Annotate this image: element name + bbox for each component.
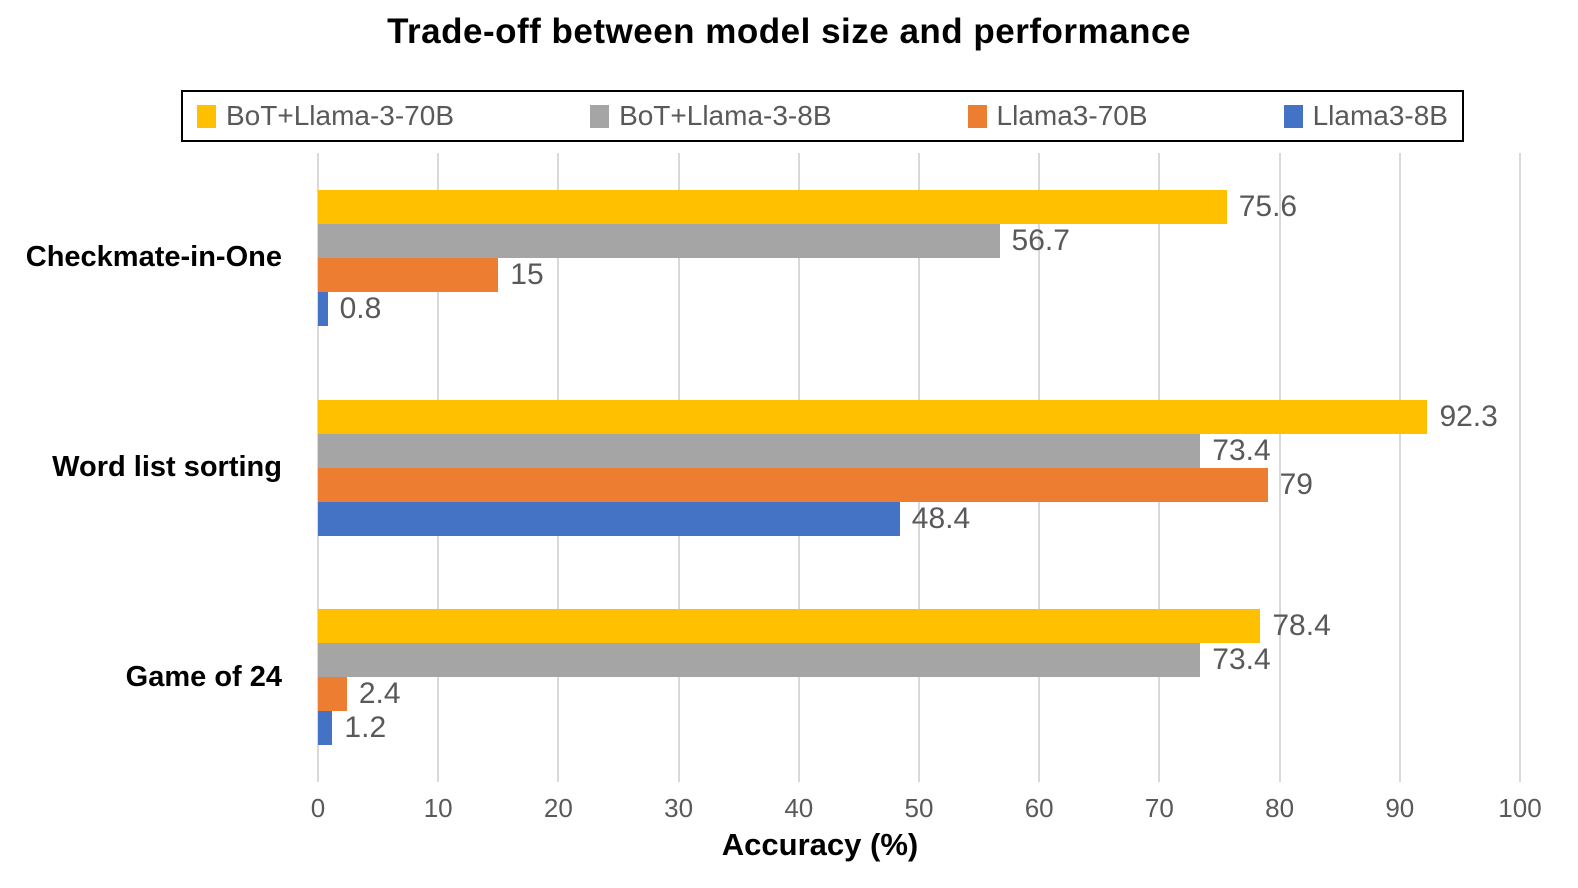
legend-swatch [1283,104,1303,128]
legend-swatch [967,104,987,128]
x-tick-label: 80 [1265,793,1295,823]
value-label: 48.4 [911,501,971,535]
value-label: 75.6 [1238,189,1298,223]
x-axis-title: Accuracy (%) [721,827,919,862]
bar-group: 75.6 56.7 15 0.8 [318,153,1520,363]
category-label: Word list sorting [52,451,282,483]
x-tick-label: 70 [1144,793,1174,823]
bar: 56.7 [318,223,1070,258]
x-tick-label: 30 [664,793,694,823]
bar: 15 [318,257,544,292]
bar: 48.4 [318,501,970,536]
x-tick-label: 40 [784,793,814,823]
x-tick-label: 0 [310,793,326,823]
legend-swatch [590,104,610,128]
plot-area: 75.6 56.7 15 0.8 92.3 73.4 79 48.4 78.4 73.4 2.4 1.… [317,153,1521,782]
bar-group: 92.3 73.4 79 48.4 [318,363,1520,573]
bar-group: 78.4 73.4 2.4 1.2 [318,572,1520,782]
bar: 92.3 [318,399,1498,434]
x-tick-label: 100 [1498,793,1542,823]
category-label: Game of 24 [125,660,282,693]
value-label: 56.7 [1011,223,1070,257]
x-tick-label: 50 [904,793,934,823]
chart-title: Trade-off between model size and perform… [387,12,1191,51]
x-tick-label: 20 [543,793,573,823]
x-tick-label: 60 [1024,793,1054,823]
value-label: 15 [510,257,544,291]
bar-rows: 75.6 56.7 15 0.8 92.3 73.4 79 48.4 78.4 73.4 2.4 1.… [318,153,1520,782]
legend-item: BoT+Llama-3-70B [197,100,454,132]
gridline [1398,153,1401,782]
legend: BoT+Llama-3-70B BoT+Llama-3-8B Llama3-70B L… [181,90,1464,142]
legend-label: Llama3-70B [996,100,1148,131]
bar: 2.4 [318,677,401,712]
legend-label: BoT+Llama-3-8B [619,100,832,131]
bar: 73.4 [318,433,1271,468]
x-tick-label: 90 [1385,793,1415,823]
value-label: 2.4 [358,677,401,711]
value-label: 79 [1279,467,1313,501]
value-label: 1.2 [344,711,387,745]
value-label: 78.4 [1272,609,1331,643]
category-labels: Checkmate-in-One Word list sorting Game of… [0,153,302,782]
bar: 79 [318,467,1313,502]
bar: 1.2 [318,711,386,746]
x-axis-ticks: 0 10 20 30 40 50 60 70 80 90 100 [311,793,1542,825]
gridline [1519,153,1521,782]
value-label: 92.3 [1439,399,1498,433]
legend-label: BoT+Llama-3-70B [226,100,455,131]
bar: 78.4 [318,609,1331,644]
legend-swatch [197,104,216,128]
bar: 73.4 [318,643,1271,678]
value-label: 73.4 [1212,433,1271,467]
bar: 75.6 [318,189,1297,224]
legend-item: BoT+Llama-3-8B [590,100,832,132]
legend-label: Llama3-8B [1312,100,1448,131]
legend-item: Llama3-8B [1283,100,1448,132]
gridline [1278,153,1281,782]
x-tick-label: 10 [423,793,453,823]
legend-item: Llama3-70B [967,100,1148,132]
value-label: 0.8 [339,291,382,325]
value-label: 73.4 [1212,643,1271,677]
category-label: Checkmate-in-One [25,241,282,274]
bar: 0.8 [318,291,381,326]
